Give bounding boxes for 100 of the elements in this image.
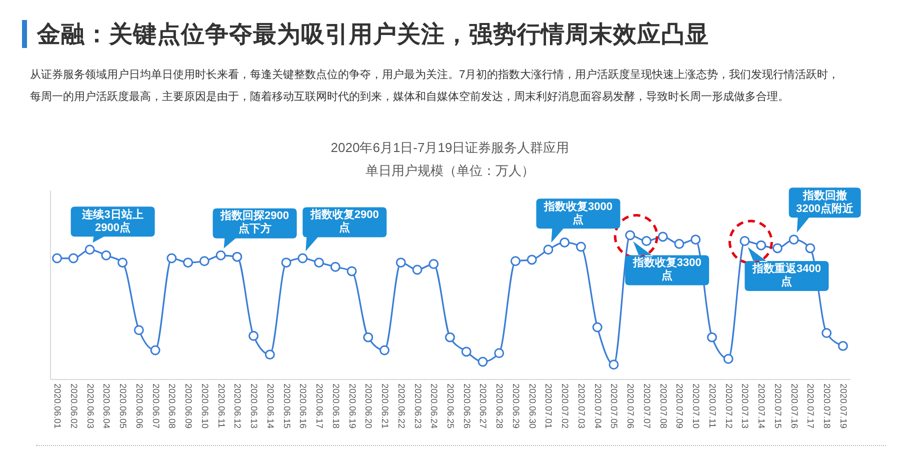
- x-tick-label: 2020.06.22: [396, 384, 406, 429]
- x-tick-label: 2020.06.18: [330, 384, 341, 429]
- chart-subtitle: 单日用户规模（单位：万人）: [366, 163, 534, 178]
- x-tick-label: 2020.06.19: [347, 384, 358, 429]
- point: [412, 264, 422, 275]
- x-tick-label: 2020.07.18: [822, 384, 832, 429]
- point: [674, 238, 684, 249]
- point: [101, 250, 112, 260]
- point: [576, 242, 586, 252]
- point: [363, 332, 374, 342]
- x-tick-label: 2020.07.05: [609, 384, 620, 429]
- x-tick-label: 2020.06.11: [216, 384, 226, 428]
- point: [281, 258, 292, 268]
- x-tick-label: 2020.06.29: [510, 384, 521, 429]
- x-tick-label: 2020.06.16: [298, 384, 308, 429]
- point: [68, 253, 78, 264]
- point: [706, 332, 717, 342]
- chart-title: 2020年6月1日-7月19日证券服务人群应用: [330, 140, 570, 155]
- x-tick-label: 2020.06.04: [102, 384, 112, 429]
- point: [723, 354, 734, 364]
- annotation: 指数收复3300点: [632, 256, 702, 284]
- point: [772, 243, 782, 254]
- x-tick-label: 2020.06.17: [314, 384, 325, 429]
- point: [510, 256, 520, 266]
- point: [298, 253, 308, 264]
- x-tick-label: 2020.07.07: [642, 384, 652, 429]
- point: [560, 237, 570, 248]
- point: [183, 258, 194, 268]
- point: [84, 244, 95, 255]
- point: [822, 328, 832, 338]
- point: [461, 346, 472, 357]
- point: [118, 258, 128, 268]
- x-tick-label: 2020.06.03: [85, 384, 96, 429]
- x-tick-label: 2020.06.01: [52, 384, 63, 429]
- x-tick-label: 2020.06.26: [462, 384, 472, 429]
- point: [264, 350, 275, 360]
- annotation: 指数重返3400点: [751, 262, 822, 290]
- x-tick-label: 2020.06.10: [200, 384, 210, 429]
- x-tick-label: 2020.07.09: [674, 384, 685, 429]
- point: [232, 252, 242, 262]
- annotation: 指数回撤3200点附近: [795, 188, 855, 217]
- x-tick-label: 2020.06.28: [494, 384, 505, 429]
- annotation: 指数回探2900点下方: [219, 208, 290, 238]
- x-tick-label: 2020.07.11: [707, 384, 718, 428]
- point: [788, 234, 799, 245]
- point: [756, 240, 766, 250]
- point: [608, 360, 619, 370]
- x-tick-label: 2020.06.15: [282, 384, 292, 429]
- point: [150, 345, 160, 356]
- point: [396, 258, 406, 268]
- x-tick-label: 2020.07.14: [756, 384, 767, 429]
- annotation: 指数收复3000点: [542, 200, 614, 228]
- point: [658, 232, 668, 242]
- point: [740, 236, 750, 246]
- point: [478, 356, 488, 367]
- annotation: 指数收复2900点: [309, 208, 380, 236]
- x-tick-label: 2020.06.30: [527, 384, 538, 429]
- point: [428, 259, 439, 270]
- x-tick-label: 2020.06.05: [118, 384, 128, 429]
- x-tick-label: 2020.06.27: [478, 384, 488, 429]
- point: [445, 332, 455, 342]
- point: [805, 243, 816, 254]
- x-tick-label: 2020.07.16: [789, 384, 800, 429]
- x-tick-label: 2020.07.06: [626, 384, 636, 429]
- x-tick-label: 2020.06.21: [380, 384, 390, 429]
- x-tick-label: 2020.07.17: [806, 384, 816, 429]
- point: [346, 266, 357, 276]
- x-tick-label: 2020.07.04: [592, 384, 603, 429]
- x-tick-label: 2020.07.13: [740, 384, 750, 429]
- point: [838, 340, 848, 351]
- point: [543, 244, 554, 255]
- text: 金融：关键点位争夺最为吸引用户关注，强势行情周末效应凸显: [37, 20, 709, 49]
- x-tick-label: 2020.07.15: [772, 384, 783, 429]
- x-tick-label: 2020.07.02: [560, 384, 570, 429]
- point: [216, 250, 226, 260]
- x-tick-label: 2020.06.09: [184, 384, 194, 429]
- text: 从证券服务领域用户日均单日使用时长来看，每逢关键整数点位的争夺，用户最为关注。7月初的指数大涨行情，用户活跃度呈现快速上涨态势，我们发现行情活跃时，每周一的用户活跃度最高，主要原因是由于，随着移动互联网时代的到来，媒体和自媒体空前发达，周末利好消息面容易发酵，导致时长周一形成做多合理。: [30, 68, 840, 105]
- x-tick-label: 2020.06.13: [249, 384, 260, 429]
- point: [248, 330, 259, 341]
- x-tick-label: 2020.06.23: [412, 384, 423, 429]
- annotation: 连续3日站上2900点: [81, 208, 144, 236]
- x-tick-label: 2020.07.03: [576, 384, 586, 429]
- x-tick-label: 2020.07.08: [658, 384, 668, 429]
- x-tick-label: 2020.06.12: [232, 384, 243, 429]
- point: [330, 262, 340, 272]
- x-tick-label: 2020.06.20: [364, 384, 374, 429]
- x-tick-label: 2020.07.10: [691, 384, 702, 429]
- point: [166, 253, 177, 264]
- x-tick-label: 2020.06.25: [446, 384, 456, 429]
- x-tick-label: 2020.06.06: [134, 384, 144, 429]
- point: [690, 234, 701, 245]
- point: [380, 345, 390, 356]
- point: [625, 230, 636, 240]
- point: [199, 256, 210, 266]
- x-tick-label: 2020.06.24: [429, 384, 440, 429]
- point: [134, 325, 144, 336]
- x-tick-label: 2020.06.08: [167, 384, 178, 429]
- point: [494, 348, 504, 358]
- x-tick-label: 2020.07.12: [724, 384, 734, 429]
- point: [314, 258, 324, 268]
